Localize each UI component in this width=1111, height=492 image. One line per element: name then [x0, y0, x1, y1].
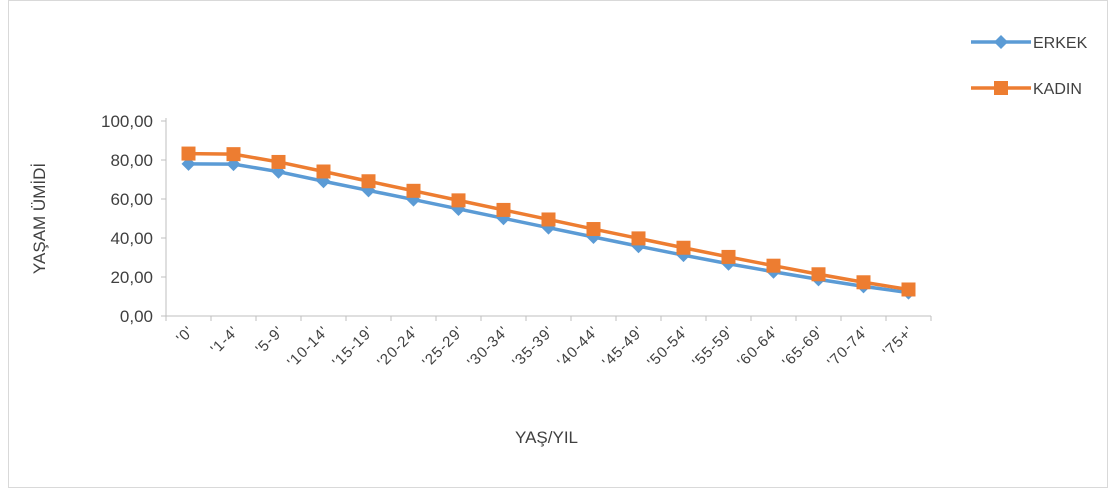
legend-label-kadin: KADIN: [1033, 81, 1082, 98]
x-tick-label: '0': [173, 323, 197, 347]
x-tick-label: '20-24': [374, 323, 422, 371]
y-tick-label: 60,00: [110, 190, 153, 209]
y-axis-title: YAŞAM ÜMİDİ: [30, 163, 49, 274]
data-point-kadin: [406, 183, 421, 198]
data-point-kadin: [451, 193, 466, 208]
x-tick-label: '10-14': [284, 323, 332, 371]
data-point-kadin: [271, 154, 286, 169]
data-point-kadin: [586, 222, 601, 237]
line-chart: 0,00 20,00 40,00 60,00 80,00 100,00 '0' '1-4' '5…: [30, 35, 1088, 447]
x-tick-label: '35-39': [509, 323, 557, 371]
x-tick-label: '40-44': [554, 323, 602, 371]
x-tick-label: '1-4': [207, 323, 242, 358]
legend-marker-erkek: [994, 35, 1008, 49]
x-axis-title: YAŞ/YIL: [515, 428, 578, 447]
chart-area: 0,00 20,00 40,00 60,00 80,00 100,00 '0' '1-4' '5…: [8, 0, 1108, 488]
data-point-kadin: [901, 282, 916, 297]
data-point-kadin: [721, 249, 736, 264]
x-tick-label: '70-74': [824, 323, 872, 371]
x-tick-label: '15-19': [329, 323, 377, 371]
x-tick-label: '45-49': [599, 323, 647, 371]
x-tick-label: '60-64': [734, 323, 782, 371]
data-point-kadin: [496, 202, 511, 217]
data-point-kadin: [181, 146, 196, 161]
x-tick-label: '75+': [880, 323, 918, 361]
x-tick-label: '65-69': [779, 323, 827, 371]
data-point-kadin: [856, 275, 871, 290]
data-point-kadin: [676, 240, 691, 255]
x-tick-label: '5-9': [252, 323, 287, 358]
y-tick-label: 0,00: [120, 307, 153, 326]
data-point-kadin: [631, 231, 646, 246]
y-tick-label: 100,00: [101, 112, 153, 131]
data-point-kadin: [541, 212, 556, 227]
y-tick-label: 80,00: [110, 151, 153, 170]
x-tick-label: '55-59': [689, 323, 737, 371]
legend-label-erkek: ERKEK: [1033, 35, 1088, 52]
data-point-kadin: [766, 258, 781, 273]
x-tick-label: '50-54': [644, 323, 692, 371]
x-tick-label: '25-29': [419, 323, 467, 371]
data-point-kadin: [226, 147, 241, 162]
y-tick-label: 40,00: [110, 229, 153, 248]
x-tick-label: '30-34': [464, 323, 512, 371]
data-point-kadin: [361, 174, 376, 189]
data-point-kadin: [316, 164, 331, 179]
legend-marker-kadin: [994, 81, 1008, 95]
y-tick-label: 20,00: [110, 268, 153, 287]
data-point-kadin: [811, 267, 826, 282]
